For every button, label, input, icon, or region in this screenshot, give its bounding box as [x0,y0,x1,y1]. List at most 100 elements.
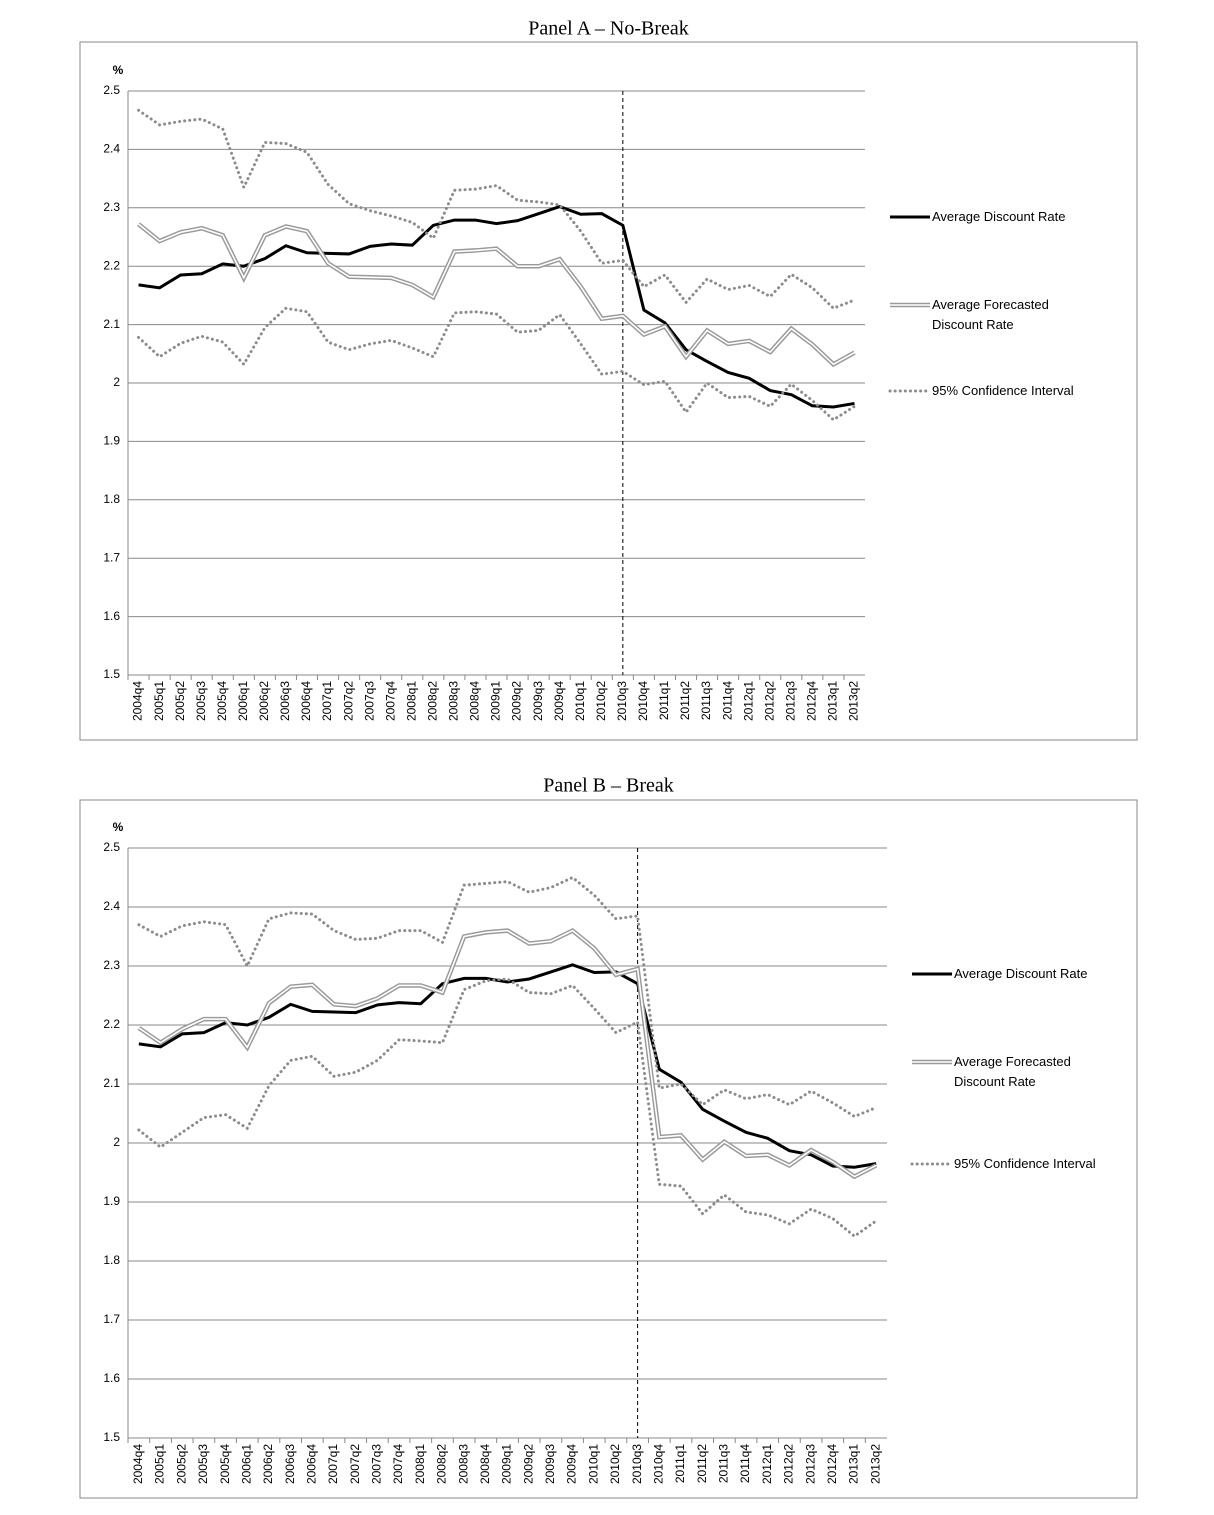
x-tick-label: 2006q1 [236,681,250,721]
y-axis-label: % [113,63,124,77]
line [138,963,877,1169]
x-tick-label: 2008q2 [426,681,440,721]
y-tick-label: 2.2 [103,258,120,272]
x-tick-label: 2005q2 [174,1444,188,1484]
x-tick-label: 2008q4 [478,1444,492,1484]
x-tick-label: 2006q1 [239,1444,253,1484]
y-tick-label: 2.3 [103,200,120,214]
y-tick-label: 2 [113,375,120,389]
x-tick-label: 2010q4 [651,1444,665,1484]
x-tick-label: 2006q2 [257,681,271,721]
x-tick-label: 2012q3 [783,681,797,721]
x-tick-label: 2012q3 [803,1444,817,1484]
x-tick-label: 2012q2 [782,1444,796,1484]
y-tick-label: 1.7 [103,1312,120,1326]
y-tick-label: 1.5 [103,1430,120,1444]
legend-label: Average Forecasted Discount Rate [932,297,1049,332]
x-tick-label: 2006q2 [261,1444,275,1484]
x-tick-label: 2005q1 [153,1444,167,1484]
x-tick-label: 2010q3 [615,681,629,721]
x-tick-label: 2006q3 [278,681,292,721]
x-tick-label: 2011q3 [717,1444,731,1483]
x-tick-label: 2010q3 [630,1444,644,1484]
y-tick-label: 1.6 [103,1371,120,1385]
y-tick-label: 1.6 [103,609,120,623]
y-tick-label: 1.8 [103,492,120,506]
x-tick-label: 2008q2 [435,1444,449,1484]
x-tick-label: 2012q4 [825,1444,839,1484]
y-tick-label: 1.7 [103,550,120,564]
y-tick-label: 2.4 [103,142,120,156]
x-tick-label: 2007q4 [391,1444,405,1484]
x-tick-label: 2005q4 [215,681,229,721]
x-tick-label: 2005q1 [152,681,166,721]
x-tick-label: 2008q3 [447,681,461,721]
x-tick-label: 2007q1 [326,1444,340,1484]
y-tick-label: 2.5 [103,83,120,97]
x-tick-label: 2009q3 [543,1444,557,1484]
x-tick-label: 2007q3 [362,681,376,721]
x-tick-label: 2011q1 [673,1444,687,1483]
x-tick-label: 2009q4 [565,1444,579,1484]
x-tick-label: 2013q1 [847,1444,861,1484]
x-tick-label: 2011q4 [720,681,734,720]
x-tick-label: 2006q3 [283,1444,297,1484]
line [137,222,856,368]
line-inner [138,223,855,366]
x-tick-label: 2012q1 [741,681,755,721]
x-tick-label: 2012q1 [760,1444,774,1484]
chart-title: Panel A – No-Break [528,18,689,40]
y-tick-label: 1.5 [103,667,120,681]
x-tick-label: 2009q2 [510,681,524,721]
x-tick-label: 2005q3 [194,681,208,721]
y-tick-label: 2.1 [103,317,120,331]
x-tick-label: 2007q3 [370,1444,384,1484]
x-tick-label: 2012q4 [805,681,819,721]
line-inner [138,929,877,1178]
y-tick-label: 2.4 [103,899,120,913]
x-tick-label: 2009q3 [531,681,545,721]
x-tick-label: 2011q2 [695,1444,709,1483]
x-tick-label: 2010q1 [573,681,587,721]
y-axis-label: % [113,820,124,834]
y-tick-label: 1.9 [103,1194,120,1208]
x-tick-label: 2004q4 [131,1444,145,1484]
x-tick-label: 2007q2 [341,681,355,721]
y-tick-label: 2.3 [103,958,120,972]
x-tick-label: 2010q4 [636,681,650,721]
y-tick-label: 2.5 [103,840,120,854]
y-tick-label: 2 [113,1135,120,1149]
x-tick-label: 2006q4 [299,681,313,721]
x-tick-label: 2011q3 [699,681,713,720]
line [138,205,855,409]
x-tick-label: 2008q3 [456,1444,470,1484]
legend-label: Average Forecasted Discount Rate [954,1054,1071,1089]
x-tick-label: 2010q2 [594,681,608,721]
y-tick-label: 1.8 [103,1253,120,1267]
x-tick-label: 2005q3 [196,1444,210,1484]
chart-title: Panel B – Break [543,775,674,797]
line [137,927,878,1180]
x-tick-label: 2010q1 [586,1444,600,1484]
legend-label: Average Discount Rate [954,966,1088,981]
x-tick-label: 2009q1 [500,1444,514,1484]
x-tick-label: 2009q4 [552,681,566,721]
legend-label: 95% Confidence Interval [954,1156,1096,1171]
x-tick-label: 2009q1 [489,681,503,721]
y-tick-label: 1.9 [103,434,120,448]
x-tick-label: 2008q4 [468,681,482,721]
x-tick-label: 2011q4 [738,1444,752,1483]
x-tick-label: 2004q4 [131,681,145,721]
x-tick-label: 2013q2 [847,681,861,721]
line [137,875,878,1119]
line [137,306,856,422]
x-tick-label: 2011q1 [657,681,671,720]
panel-border [79,799,1138,1499]
legend-label: Average Discount Rate [932,209,1066,224]
x-tick-label: 2007q4 [383,681,397,721]
x-tick-label: 2007q2 [348,1444,362,1484]
x-tick-label: 2010q2 [608,1444,622,1484]
x-tick-label: 2012q2 [762,681,776,721]
